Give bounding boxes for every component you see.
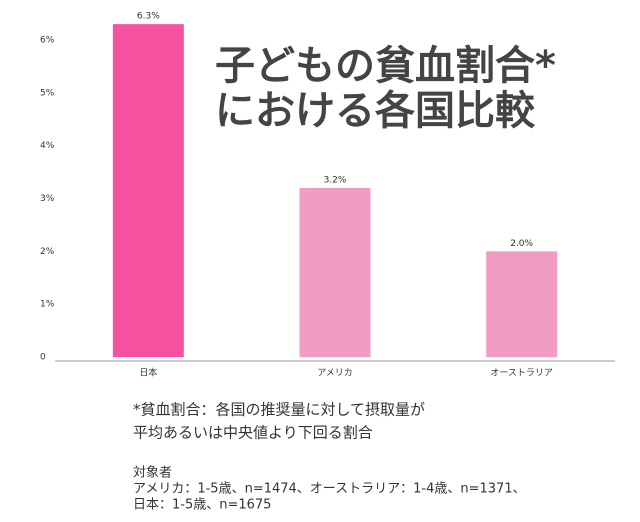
y-tick-label: 6% [40,36,55,46]
y-tick-label: 1% [40,300,55,310]
x-tick-label: 日本 [139,367,157,379]
y-tick-label: 3% [40,194,55,204]
x-tick-label: アメリカ [317,368,353,379]
x-tick-label: オーストラリア [490,368,553,379]
value-label: 3.2% [324,175,347,185]
note: *貧血割合：各国の推奨量に対して摂取量が [133,401,425,419]
value-label: 2.0% [510,239,533,249]
subjects: 日本：1-5歳、n=1675 [133,498,271,513]
y-tick-label: 2% [40,247,55,257]
bar [486,251,558,357]
subjects-label: 対象者 [133,466,172,481]
y-tick-label: 0 [40,353,46,363]
y-tick-label: 5% [40,88,55,98]
chart-title: 子どもの貧血割合* [215,43,556,89]
note: 平均あるいは中央値より下回る割合 [133,424,373,442]
y-tick-label: 4% [40,141,55,151]
bar [112,24,184,358]
value-label: 6.3% [137,12,160,22]
chart-title: における各国比較 [215,88,536,134]
subjects: アメリカ：1-5歳、n=1474、オーストラリア：1-4歳、n=1371、 [133,482,526,497]
bar [299,187,371,357]
